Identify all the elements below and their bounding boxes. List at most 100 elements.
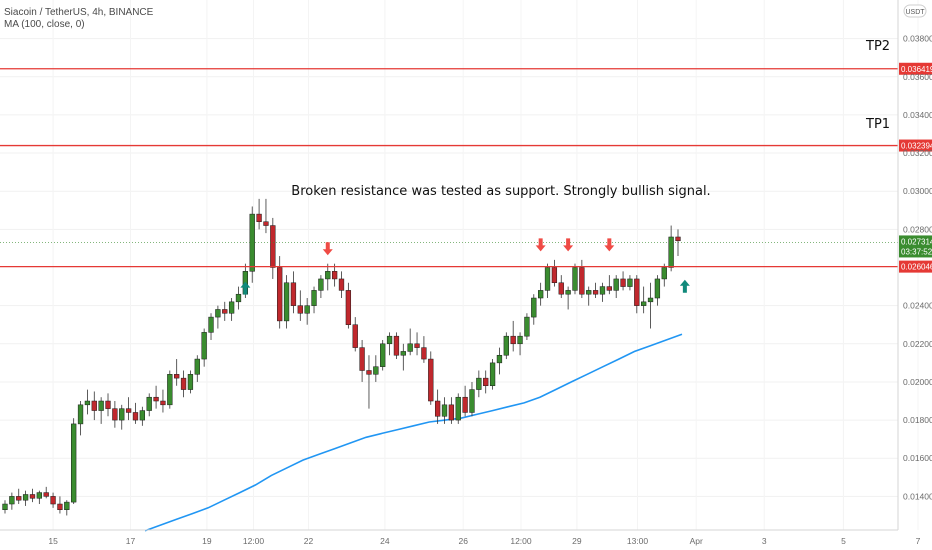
candle[interactable] <box>503 332 509 360</box>
candle[interactable] <box>153 385 159 409</box>
candle[interactable] <box>201 328 207 367</box>
candle[interactable] <box>84 389 91 415</box>
candle[interactable] <box>325 263 331 291</box>
candle[interactable] <box>641 286 647 314</box>
candle[interactable] <box>318 275 324 299</box>
candle[interactable] <box>91 391 97 421</box>
candle[interactable] <box>277 256 283 329</box>
candle[interactable] <box>414 332 420 356</box>
candle[interactable] <box>428 351 434 405</box>
candles-group[interactable] <box>2 198 681 516</box>
candle[interactable] <box>345 282 352 329</box>
candle[interactable] <box>235 286 242 310</box>
candle[interactable] <box>489 359 496 390</box>
candle[interactable] <box>538 282 544 306</box>
candle[interactable] <box>421 336 427 363</box>
candle[interactable] <box>455 393 461 424</box>
candle[interactable] <box>311 286 317 314</box>
candle[interactable] <box>119 404 125 430</box>
candle[interactable] <box>599 282 606 302</box>
candle[interactable] <box>634 275 640 314</box>
candle[interactable] <box>606 275 612 295</box>
candle[interactable] <box>215 305 221 329</box>
candle[interactable] <box>483 370 489 394</box>
candle[interactable] <box>592 282 599 299</box>
candle[interactable] <box>407 328 413 356</box>
candle[interactable] <box>22 490 29 506</box>
candle[interactable] <box>654 275 661 306</box>
candle[interactable] <box>400 343 406 371</box>
candle[interactable] <box>29 488 36 503</box>
candle[interactable] <box>565 286 571 310</box>
candle[interactable] <box>476 370 482 398</box>
currency-badge[interactable] <box>903 4 927 18</box>
candle[interactable] <box>627 275 633 291</box>
candle[interactable] <box>64 500 70 516</box>
candle[interactable] <box>256 198 262 230</box>
candle[interactable] <box>441 397 448 424</box>
candle[interactable] <box>36 490 42 505</box>
candle[interactable] <box>572 263 578 295</box>
candle[interactable] <box>146 393 152 417</box>
candle[interactable] <box>263 198 269 234</box>
candle[interactable] <box>393 332 400 360</box>
candle[interactable] <box>558 275 564 299</box>
candle[interactable] <box>132 402 139 424</box>
candle[interactable] <box>524 313 530 340</box>
candle[interactable] <box>174 359 180 386</box>
candle[interactable] <box>386 332 393 356</box>
candle[interactable] <box>160 389 166 413</box>
candle[interactable] <box>352 317 358 352</box>
candle[interactable] <box>359 339 365 382</box>
candle[interactable] <box>338 271 345 299</box>
candle[interactable] <box>620 271 626 291</box>
candle[interactable] <box>434 389 441 424</box>
candle[interactable] <box>668 225 674 272</box>
candle[interactable] <box>331 263 338 287</box>
candle[interactable] <box>373 355 379 382</box>
candle[interactable] <box>71 418 77 505</box>
candle[interactable] <box>16 488 22 505</box>
candle[interactable] <box>366 355 372 409</box>
candle[interactable] <box>448 397 455 424</box>
candle[interactable] <box>125 397 132 421</box>
candle[interactable] <box>77 401 84 436</box>
candle[interactable] <box>194 355 200 382</box>
candle[interactable] <box>462 385 468 417</box>
candle[interactable] <box>228 298 235 321</box>
candle[interactable] <box>551 259 558 287</box>
candle[interactable] <box>180 370 187 398</box>
candle[interactable] <box>297 290 303 321</box>
candle[interactable] <box>517 332 523 356</box>
candle[interactable] <box>613 275 619 299</box>
candle[interactable] <box>50 492 56 508</box>
candle[interactable] <box>469 381 475 417</box>
candle[interactable] <box>139 406 145 426</box>
candle[interactable] <box>531 294 537 325</box>
candle[interactable] <box>586 286 592 306</box>
candle[interactable] <box>208 313 214 340</box>
candle[interactable] <box>496 347 503 375</box>
candle[interactable] <box>43 486 49 499</box>
candle[interactable] <box>9 492 15 510</box>
candle[interactable] <box>270 217 276 279</box>
candle[interactable] <box>2 500 8 514</box>
candle[interactable] <box>105 393 111 417</box>
candle[interactable] <box>510 320 516 352</box>
candle[interactable] <box>304 298 310 325</box>
candle[interactable] <box>283 275 290 329</box>
candle[interactable] <box>222 301 228 321</box>
candle[interactable] <box>647 282 654 329</box>
candle[interactable] <box>290 271 297 314</box>
candle[interactable] <box>187 370 194 394</box>
candle[interactable] <box>112 401 118 428</box>
candle[interactable] <box>98 397 104 424</box>
candle[interactable] <box>249 206 255 283</box>
candle[interactable] <box>57 496 63 514</box>
candle[interactable] <box>167 370 173 409</box>
candle[interactable] <box>661 263 667 287</box>
candle[interactable] <box>380 339 386 371</box>
candle[interactable] <box>544 263 551 299</box>
